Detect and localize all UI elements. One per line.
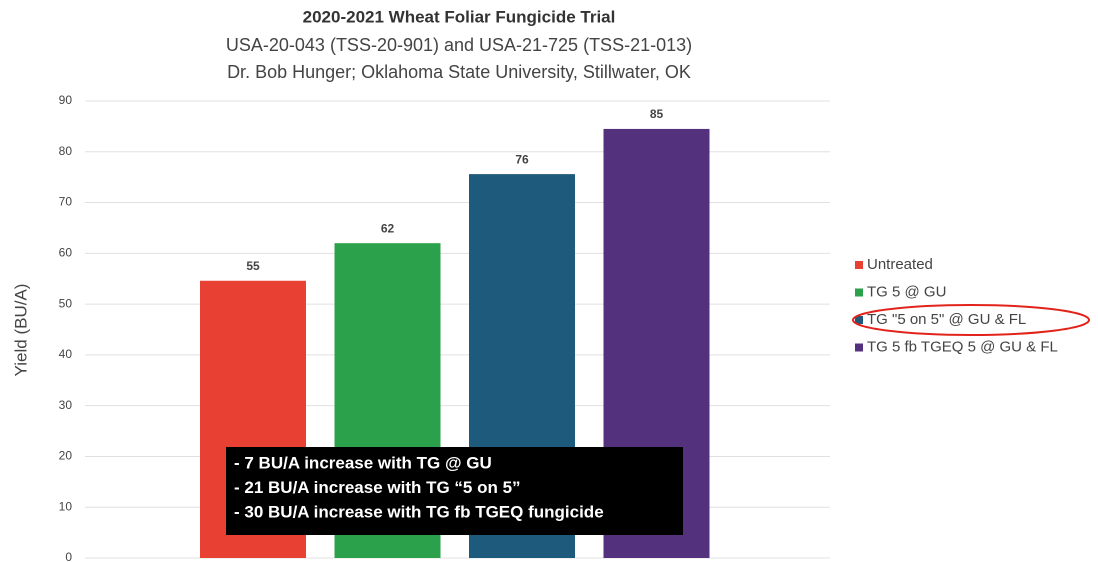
chart-subtitle: USA-20-043 (TSS-20-901) and USA-21-725 (… [226, 35, 692, 55]
legend-label: TG 5 @ GU [867, 283, 946, 300]
chart-subtitle: Dr. Bob Hunger; Oklahoma State Universit… [227, 62, 691, 82]
y-tick-label: 90 [59, 93, 73, 107]
legend-label: Untreated [867, 256, 933, 273]
y-tick-label: 10 [59, 499, 73, 513]
annotation-text: - 30 BU/A increase with TG fb TGEQ fungi… [234, 502, 604, 521]
y-axis-label: Yield (BU/A) [11, 284, 30, 377]
y-tick-label: 30 [59, 398, 73, 412]
legend-swatch [855, 316, 863, 324]
value-label: 85 [650, 107, 664, 121]
legend-label: TG 5 fb TGEQ 5 @ GU & FL [867, 338, 1058, 355]
y-tick-label: 80 [59, 144, 73, 158]
y-tick-label: 40 [59, 347, 73, 361]
value-label: 62 [381, 221, 395, 235]
y-tick-label: 50 [59, 296, 73, 310]
y-tick-label: 70 [59, 195, 73, 209]
annotation-text: - 7 BU/A increase with TG @ GU [234, 453, 492, 472]
y-tick-label: 0 [65, 550, 72, 562]
y-tick-label: 20 [59, 449, 73, 463]
legend-swatch [855, 343, 863, 352]
value-label: 76 [515, 152, 529, 166]
chart-title: 2020-2021 Wheat Foliar Fungicide Trial [303, 7, 616, 26]
annotation-box [226, 447, 683, 535]
legend-label: TG "5 on 5" @ GU & FL [867, 311, 1026, 328]
y-tick-label: 60 [59, 246, 73, 260]
legend-swatch [855, 261, 863, 269]
highlight-circle [852, 304, 1090, 336]
annotation-text: - 21 BU/A increase with TG “5 on 5” [234, 478, 521, 497]
value-label: 55 [246, 259, 260, 273]
legend-swatch [855, 288, 863, 297]
